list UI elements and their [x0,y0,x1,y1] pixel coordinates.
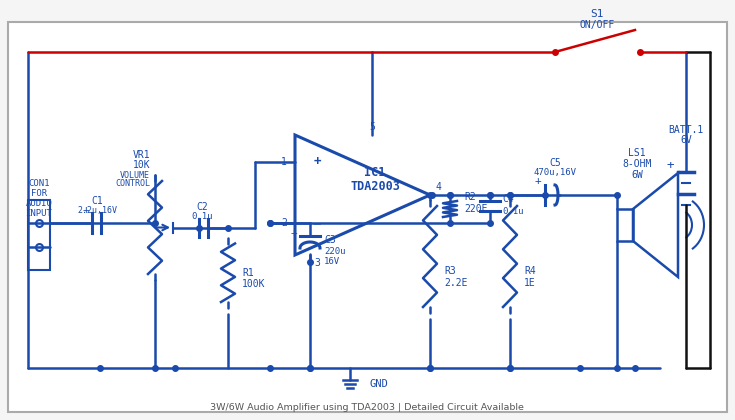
Text: C4: C4 [502,194,514,204]
Text: 2.2E: 2.2E [444,278,467,289]
Text: R2: R2 [464,192,476,202]
Text: 100K: 100K [242,279,265,289]
Text: VOLUME: VOLUME [120,171,150,179]
Text: 0.1u: 0.1u [191,212,212,221]
Text: 5: 5 [369,122,375,132]
Text: 16V: 16V [324,257,340,265]
Text: VR1: VR1 [132,150,150,160]
Text: AUDIO: AUDIO [26,199,52,207]
Text: 1E: 1E [524,278,536,289]
Text: FOR: FOR [31,189,47,197]
Text: 0.1u: 0.1u [502,207,523,215]
Text: 8-OHM: 8-OHM [623,159,652,169]
Text: −: − [313,216,321,230]
Text: 220u: 220u [324,247,345,255]
Text: 1: 1 [281,157,287,167]
Text: 6V: 6V [680,135,692,145]
Text: GND: GND [370,379,389,389]
Text: C5: C5 [549,158,561,168]
Text: 2.2u,16V: 2.2u,16V [77,205,117,215]
Text: 3W/6W Audio Amplifier using TDA2003 | Detailed Circuit Available: 3W/6W Audio Amplifier using TDA2003 | De… [210,404,524,412]
Text: C2: C2 [196,202,208,213]
Text: 2: 2 [281,218,287,228]
Text: R4: R4 [524,267,536,276]
Text: BATT.1: BATT.1 [668,125,703,135]
Text: 10K: 10K [132,160,150,170]
Text: 220E: 220E [464,204,487,214]
Text: TDA2003: TDA2003 [350,181,400,194]
Text: +: + [82,205,90,215]
Text: C1: C1 [91,196,103,206]
Text: +: + [666,160,674,173]
Text: 4: 4 [435,182,441,192]
Bar [28,200,50,270]
Text: CONTROL: CONTROL [115,179,150,189]
Text: ON/OFF: ON/OFF [580,20,615,30]
Text: R3: R3 [444,267,456,276]
Text: C3: C3 [324,235,336,245]
Text: 470u,16V: 470u,16V [534,168,576,178]
Text: R1: R1 [242,268,254,278]
Text: +: + [313,155,320,168]
Text: INPUT: INPUT [26,208,52,218]
Text: +: + [290,228,298,238]
Text: 6W: 6W [631,170,643,180]
Text: IC1: IC1 [365,166,386,179]
Text: +: + [534,176,542,186]
Text: CON1: CON1 [28,178,50,187]
Text: S1: S1 [591,9,604,19]
Text: LS1: LS1 [628,148,646,158]
Bar [617,209,633,241]
Text: 3: 3 [314,258,320,268]
